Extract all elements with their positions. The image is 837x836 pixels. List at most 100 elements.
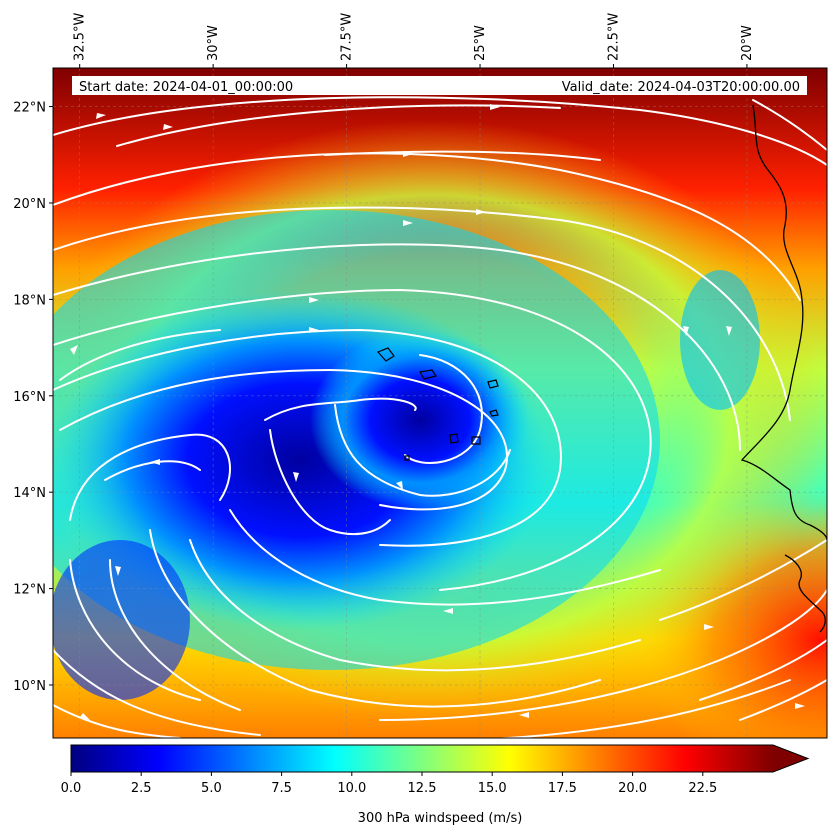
streamline [699, 639, 827, 701]
streamline [53, 206, 791, 421]
streamline [491, 679, 791, 738]
header-box: Start date: 2024-04-01_00:00:00 Valid_da… [72, 76, 807, 95]
streamline [53, 243, 741, 451]
streamline-arrow [163, 124, 173, 130]
streamline-arrow [396, 481, 403, 490]
streamline [53, 96, 827, 166]
colorbar-extend-arrow [773, 745, 808, 772]
streamlines [53, 96, 827, 738]
streamline [53, 649, 261, 736]
island [487, 379, 499, 389]
field-core-center [310, 330, 530, 510]
colorbar-label: 300 hPa windspeed (m/s) [358, 811, 523, 826]
colorbar-ticks: 0.0 2.5 5.0 7.5 10.0 12.5 15.0 17.5 20.0 22.5 [61, 772, 717, 796]
streamline-arrow [476, 209, 486, 215]
colorbar-tick-label: 22.5 [688, 781, 717, 796]
streamline-arrow [115, 566, 121, 576]
streamline-arrow [443, 608, 453, 614]
streamline [69, 433, 231, 521]
longitude-labels: 32.5°W30°W27.5°W25°W22.5°W20°W17.5°W [73, 13, 755, 68]
lat-tick-label: 12°N [13, 583, 46, 598]
streamline [59, 368, 508, 511]
gridlines [53, 68, 827, 738]
island [489, 409, 499, 417]
streamline [53, 152, 801, 301]
streamline-arrow [80, 713, 90, 720]
streamline [739, 679, 827, 721]
streamline [752, 99, 827, 151]
map-frame [52, 67, 828, 739]
lat-tick-label: 16°N [13, 390, 46, 405]
lon-tick-label: 27.5°W [340, 13, 355, 61]
valid-date-label: Valid_date: 2024-04-03T20:00:00.00 [562, 80, 800, 95]
streamline-arrow [403, 220, 413, 226]
lat-tick-label: 22°N [13, 101, 46, 116]
lat-tick-label: 20°N [13, 197, 46, 212]
start-date-label: Start date: 2024-04-01_00:00:00 [79, 80, 293, 95]
colorbar-tick-label: 20.0 [618, 781, 647, 796]
streamline [404, 354, 483, 464]
island [449, 433, 459, 444]
coastline-africa [740, 104, 827, 633]
streamline [53, 704, 181, 738]
colorbar-tick-label: 0.0 [61, 781, 82, 796]
streamline-arrow [309, 297, 319, 303]
streamline-arrow [403, 151, 413, 157]
windspeed-field [53, 68, 827, 738]
streamline [116, 104, 561, 147]
field-east-pocket [680, 270, 760, 410]
streamline-arrow [490, 104, 500, 110]
coastline [740, 104, 827, 541]
colorbar-tick-label: 15.0 [478, 781, 507, 796]
islands [376, 347, 499, 461]
streamline [659, 539, 827, 621]
colorbar-gradient [71, 745, 773, 772]
streamline [264, 397, 417, 421]
streamline-arrow [150, 459, 160, 465]
streamline [334, 404, 511, 497]
colorbar-tick-label: 10.0 [337, 781, 366, 796]
coastline [784, 554, 826, 633]
island [404, 455, 410, 461]
header-background [72, 76, 807, 95]
streamline [149, 529, 601, 708]
streamline-arrow [519, 712, 529, 718]
streamline [269, 429, 391, 536]
colorbar-tick-label: 5.0 [201, 781, 222, 796]
streamline [229, 509, 661, 606]
lon-tick-label: 25°W [473, 25, 488, 61]
colorbar-tick-label: 12.5 [408, 781, 437, 796]
colorbar-tick-label: 17.5 [548, 781, 577, 796]
streamline-arrow [96, 113, 106, 119]
streamline-arrow [795, 703, 805, 709]
lat-tick-label: 10°N [13, 679, 46, 694]
colorbar-outline [70, 744, 810, 773]
streamline [109, 559, 241, 711]
streamline [59, 329, 221, 381]
latitude-labels: 10°N 12°N 14°N 16°N 18°N 20°N 22°N [13, 101, 53, 694]
streamline-arrow [293, 472, 299, 482]
streamline [53, 288, 652, 591]
streamline-arrow [683, 326, 689, 336]
streamline [379, 589, 827, 721]
streamline [53, 328, 562, 547]
island [419, 369, 437, 380]
field-southwest-pocket [53, 540, 190, 700]
streamline-arrow [704, 624, 714, 630]
streamline [69, 559, 201, 701]
colorbar: 0.0 2.5 5.0 7.5 10.0 12.5 15.0 17.5 20.0 22.5 300… [61, 744, 810, 826]
island [471, 436, 481, 445]
lon-tick-label: 32.5°W [73, 13, 88, 61]
streamline-arrow [726, 326, 732, 336]
colorbar-tick-label: 7.5 [271, 781, 292, 796]
lat-tick-label: 18°N [13, 293, 46, 308]
lat-tick-label: 14°N [13, 486, 46, 501]
lon-tick-label: 22.5°W [606, 13, 621, 61]
streamline-arrows [70, 104, 805, 720]
map-panel: Start date: 2024-04-01_00:00:00 Valid_da… [13, 13, 828, 739]
streamline-arrow [309, 327, 319, 333]
island [376, 347, 395, 362]
lon-tick-label: 20°W [740, 25, 755, 61]
streamline-arrow [70, 345, 78, 355]
